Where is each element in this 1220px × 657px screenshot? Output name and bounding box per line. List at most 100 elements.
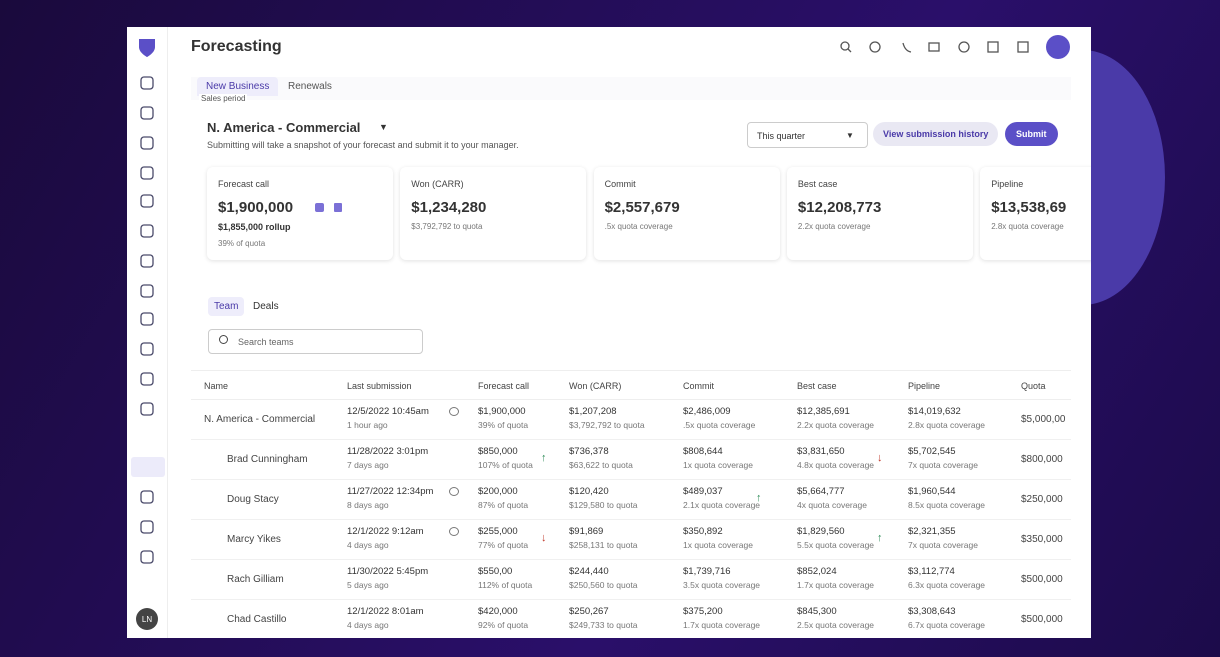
submit-button[interactable]: Submit — [1005, 122, 1058, 146]
cell-sub: 2.2x quota coverage — [797, 420, 875, 430]
cell-main: $3,308,643 — [908, 606, 956, 617]
tab[interactable]: New Business — [197, 77, 279, 96]
cell-sub: 4 days ago — [347, 540, 389, 550]
column-header: Best case — [797, 381, 837, 391]
card-value: $12,208,773 — [797, 199, 882, 216]
edit-icon[interactable] — [315, 203, 324, 212]
cell-main: 12/5/2022 10:45am — [347, 406, 429, 417]
cell-main: 11/30/2022 5:45pm — [347, 566, 429, 577]
cell-main: $200,000 — [478, 486, 518, 497]
column-header: Won (CARR) — [569, 381, 622, 391]
nav-icon[interactable] — [140, 520, 154, 534]
quota-value: $800,000 — [1021, 454, 1063, 465]
cell-sub: 39% of quota — [478, 420, 529, 430]
nav-icon[interactable] — [140, 76, 154, 90]
search-icon — [219, 335, 228, 344]
nav-icon[interactable] — [140, 372, 154, 386]
nav-icon[interactable] — [140, 284, 154, 298]
cell-sub: 77% of quota — [478, 540, 529, 550]
comment-icon[interactable] — [449, 527, 459, 536]
cell-sub: 1x quota coverage — [683, 540, 753, 550]
cell-sub: 1.7x quota coverage — [797, 580, 875, 590]
table-row — [191, 599, 1071, 638]
cell-sub: $249,733 to quota — [569, 620, 638, 630]
nav-icon[interactable] — [140, 490, 154, 504]
cell-sub: 1x quota coverage — [683, 460, 753, 470]
nav-icon[interactable] — [140, 550, 154, 564]
cell-main: $489,037 — [683, 486, 723, 497]
cell-main: $375,200 — [683, 606, 723, 617]
logo[interactable] — [139, 39, 155, 57]
nav-icon[interactable] — [140, 254, 154, 268]
tab[interactable]: Renewals — [288, 81, 332, 92]
region-name[interactable]: N. America - Commercial — [207, 120, 361, 135]
sales-period-select[interactable]: This quarter ▼ — [747, 122, 868, 148]
cell-sub: 5.5x quota coverage — [797, 540, 875, 550]
column-header: Name — [204, 381, 229, 391]
cell-main: $1,739,716 — [683, 566, 731, 577]
active-nav — [131, 457, 165, 477]
user-button[interactable] — [1046, 35, 1070, 59]
select-value: This quarter — [757, 131, 806, 141]
search-box[interactable]: Search teams — [208, 329, 423, 354]
row-name: Rach Gilliam — [227, 574, 284, 585]
column-header: Commit — [683, 381, 714, 391]
nav-icon[interactable] — [140, 402, 154, 416]
cell-sub: $63,622 to quota — [569, 460, 633, 470]
column-header: Forecast call — [478, 381, 530, 391]
row-name: Chad Castillo — [227, 614, 287, 625]
card-sub: 2.8x quota coverage — [991, 222, 1064, 231]
page-title: Forecasting — [191, 38, 282, 55]
table-row — [191, 519, 1071, 560]
top-icons — [840, 35, 1070, 59]
cell-sub: 87% of quota — [478, 500, 529, 510]
quota-value: $500,000 — [1021, 614, 1063, 625]
history-button[interactable]: View submission history — [873, 122, 999, 146]
sub-tab[interactable]: Team — [208, 297, 245, 316]
cell-sub: 92% of quota — [478, 620, 529, 630]
content: New Business Renewals N. America - Commerc… — [191, 77, 1091, 638]
row-name: N. America - Commercial — [204, 414, 316, 425]
cell-sub: 2.8x quota coverage — [908, 420, 986, 430]
cell-sub: 4x quota coverage — [797, 500, 867, 510]
summary-card: Forecast call $1,900,000 $1,855,000 rollup… — [207, 167, 393, 260]
trend-arrow: ↓ — [877, 452, 883, 464]
cell-sub: 8.5x quota coverage — [908, 500, 986, 510]
nav-icon[interactable] — [140, 342, 154, 356]
cell-sub: .5x quota coverage — [683, 420, 756, 430]
card-label: Forecast call — [218, 179, 270, 189]
avatar[interactable] — [136, 608, 158, 630]
nav-icon[interactable] — [140, 224, 154, 238]
nav-icon[interactable] — [140, 106, 154, 120]
trend-arrow: ↓ — [541, 532, 547, 544]
row-name: Brad Cunningham — [227, 454, 308, 465]
row-name: Doug Stacy — [227, 494, 279, 505]
cell-sub: 6.3x quota coverage — [908, 580, 986, 590]
cell-main: 11/28/2022 3:01pm — [347, 446, 429, 457]
select-label: Sales period — [199, 94, 248, 103]
sidebar-icons: LN — [131, 39, 165, 630]
nav-icon[interactable] — [140, 136, 154, 150]
nav-icon[interactable] — [140, 312, 154, 326]
comment-icon[interactable] — [449, 407, 459, 416]
nav-icon[interactable] — [140, 194, 154, 208]
cell-main: $1,960,544 — [908, 486, 956, 497]
sub-tab[interactable]: Deals — [253, 301, 279, 312]
cell-main: $255,000 — [478, 526, 518, 537]
quota-value: $350,000 — [1021, 534, 1063, 545]
comment-icon[interactable] — [449, 487, 459, 496]
cell-sub: 2.5x quota coverage — [797, 620, 875, 630]
cell-sub: 2.1x quota coverage — [683, 500, 761, 510]
cell-main: $1,829,560 — [797, 526, 845, 537]
table-header-bg — [191, 370, 1071, 400]
cell-main: $3,112,774 — [908, 566, 955, 577]
column-header: Pipeline — [908, 381, 941, 391]
delete-icon[interactable] — [334, 203, 342, 212]
dropdown-caret[interactable]: ▼ — [379, 122, 388, 132]
nav-icon[interactable] — [140, 166, 154, 180]
search-placeholder: Search teams — [238, 337, 294, 347]
card-value: $13,538,69 — [991, 199, 1067, 216]
column-header: Last submission — [347, 381, 412, 391]
cell-sub: 7x quota coverage — [908, 460, 978, 470]
